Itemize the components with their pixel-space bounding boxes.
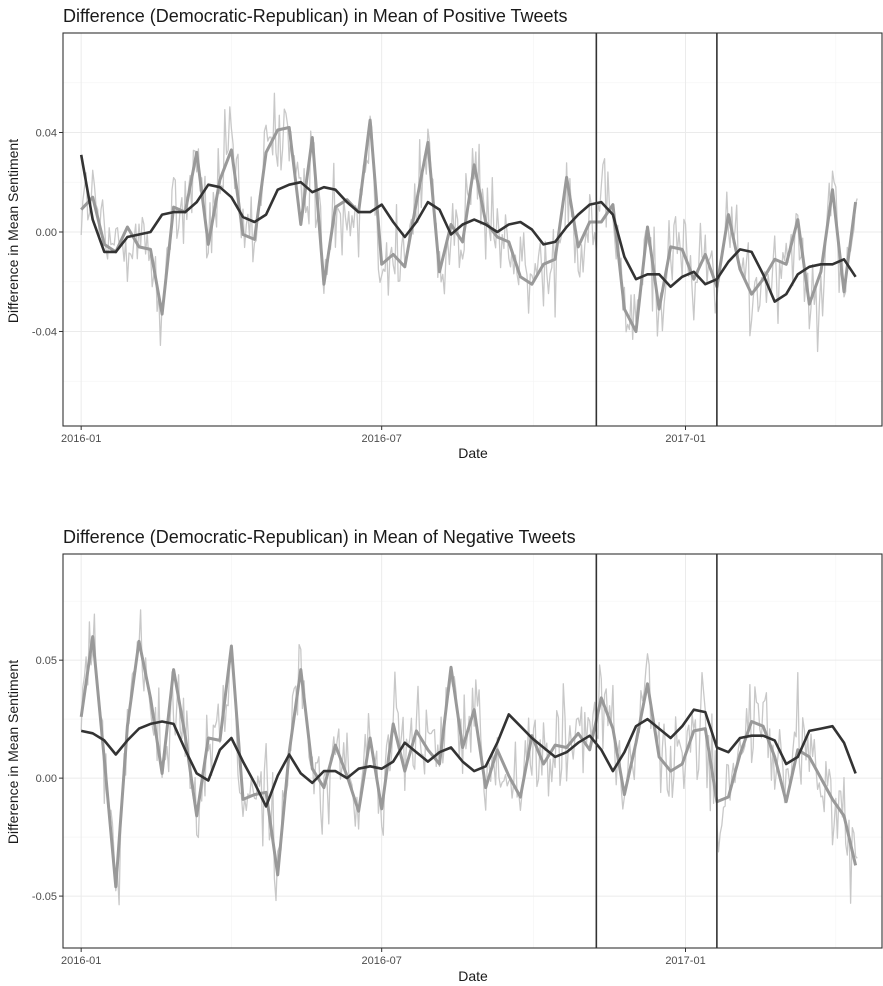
x-tick-label: 2016-01 — [61, 955, 101, 967]
x-tick-label: 2016-01 — [61, 433, 101, 445]
x-tick-label: 2017-01 — [665, 433, 705, 445]
weekly-series-line — [80, 118, 858, 333]
panel-border — [62, 32, 883, 427]
axes: 2016-01 2016-07 2017-01 -0.04 0.00 0.04 — [32, 127, 706, 445]
y-tick-label: 0.00 — [36, 773, 57, 785]
chart-title: Difference (Democratic-Republican) in Me… — [63, 6, 568, 26]
x-tick-label: 2016-07 — [361, 955, 401, 967]
weekly-series-line — [79, 635, 858, 889]
x-axis-title: Date — [458, 968, 488, 984]
x-tick-label: 2016-07 — [361, 433, 401, 445]
axes: 2016-01 2016-07 2017-01 -0.05 0.00 0.05 — [32, 655, 706, 967]
x-axis-title: Date — [458, 445, 488, 461]
chart-title: Difference (Democratic-Republican) in Me… — [63, 527, 576, 547]
plot-area — [79, 92, 858, 353]
y-tick-label: 0.05 — [36, 655, 57, 667]
daily-series-line — [80, 609, 858, 906]
y-tick-label: 0.04 — [36, 127, 57, 139]
smoothed-series-line — [80, 708, 857, 808]
y-tick-label: -0.04 — [32, 326, 57, 338]
y-tick-label: 0.00 — [36, 227, 57, 239]
panel-border — [62, 553, 883, 949]
smoothed-series-line — [79, 154, 857, 303]
grid — [63, 33, 882, 426]
positive-tweets-chart: Difference (Democratic-Republican) in Me… — [5, 6, 883, 461]
y-axis-title: Difference in Mean Sentiment — [5, 139, 21, 323]
plot-area — [79, 609, 858, 906]
negative-tweets-chart: Difference (Democratic-Republican) in Me… — [5, 527, 883, 984]
x-tick-label: 2017-01 — [665, 955, 705, 967]
y-axis-title: Difference in Mean Sentiment — [5, 660, 21, 844]
y-tick-label: -0.05 — [32, 891, 57, 903]
